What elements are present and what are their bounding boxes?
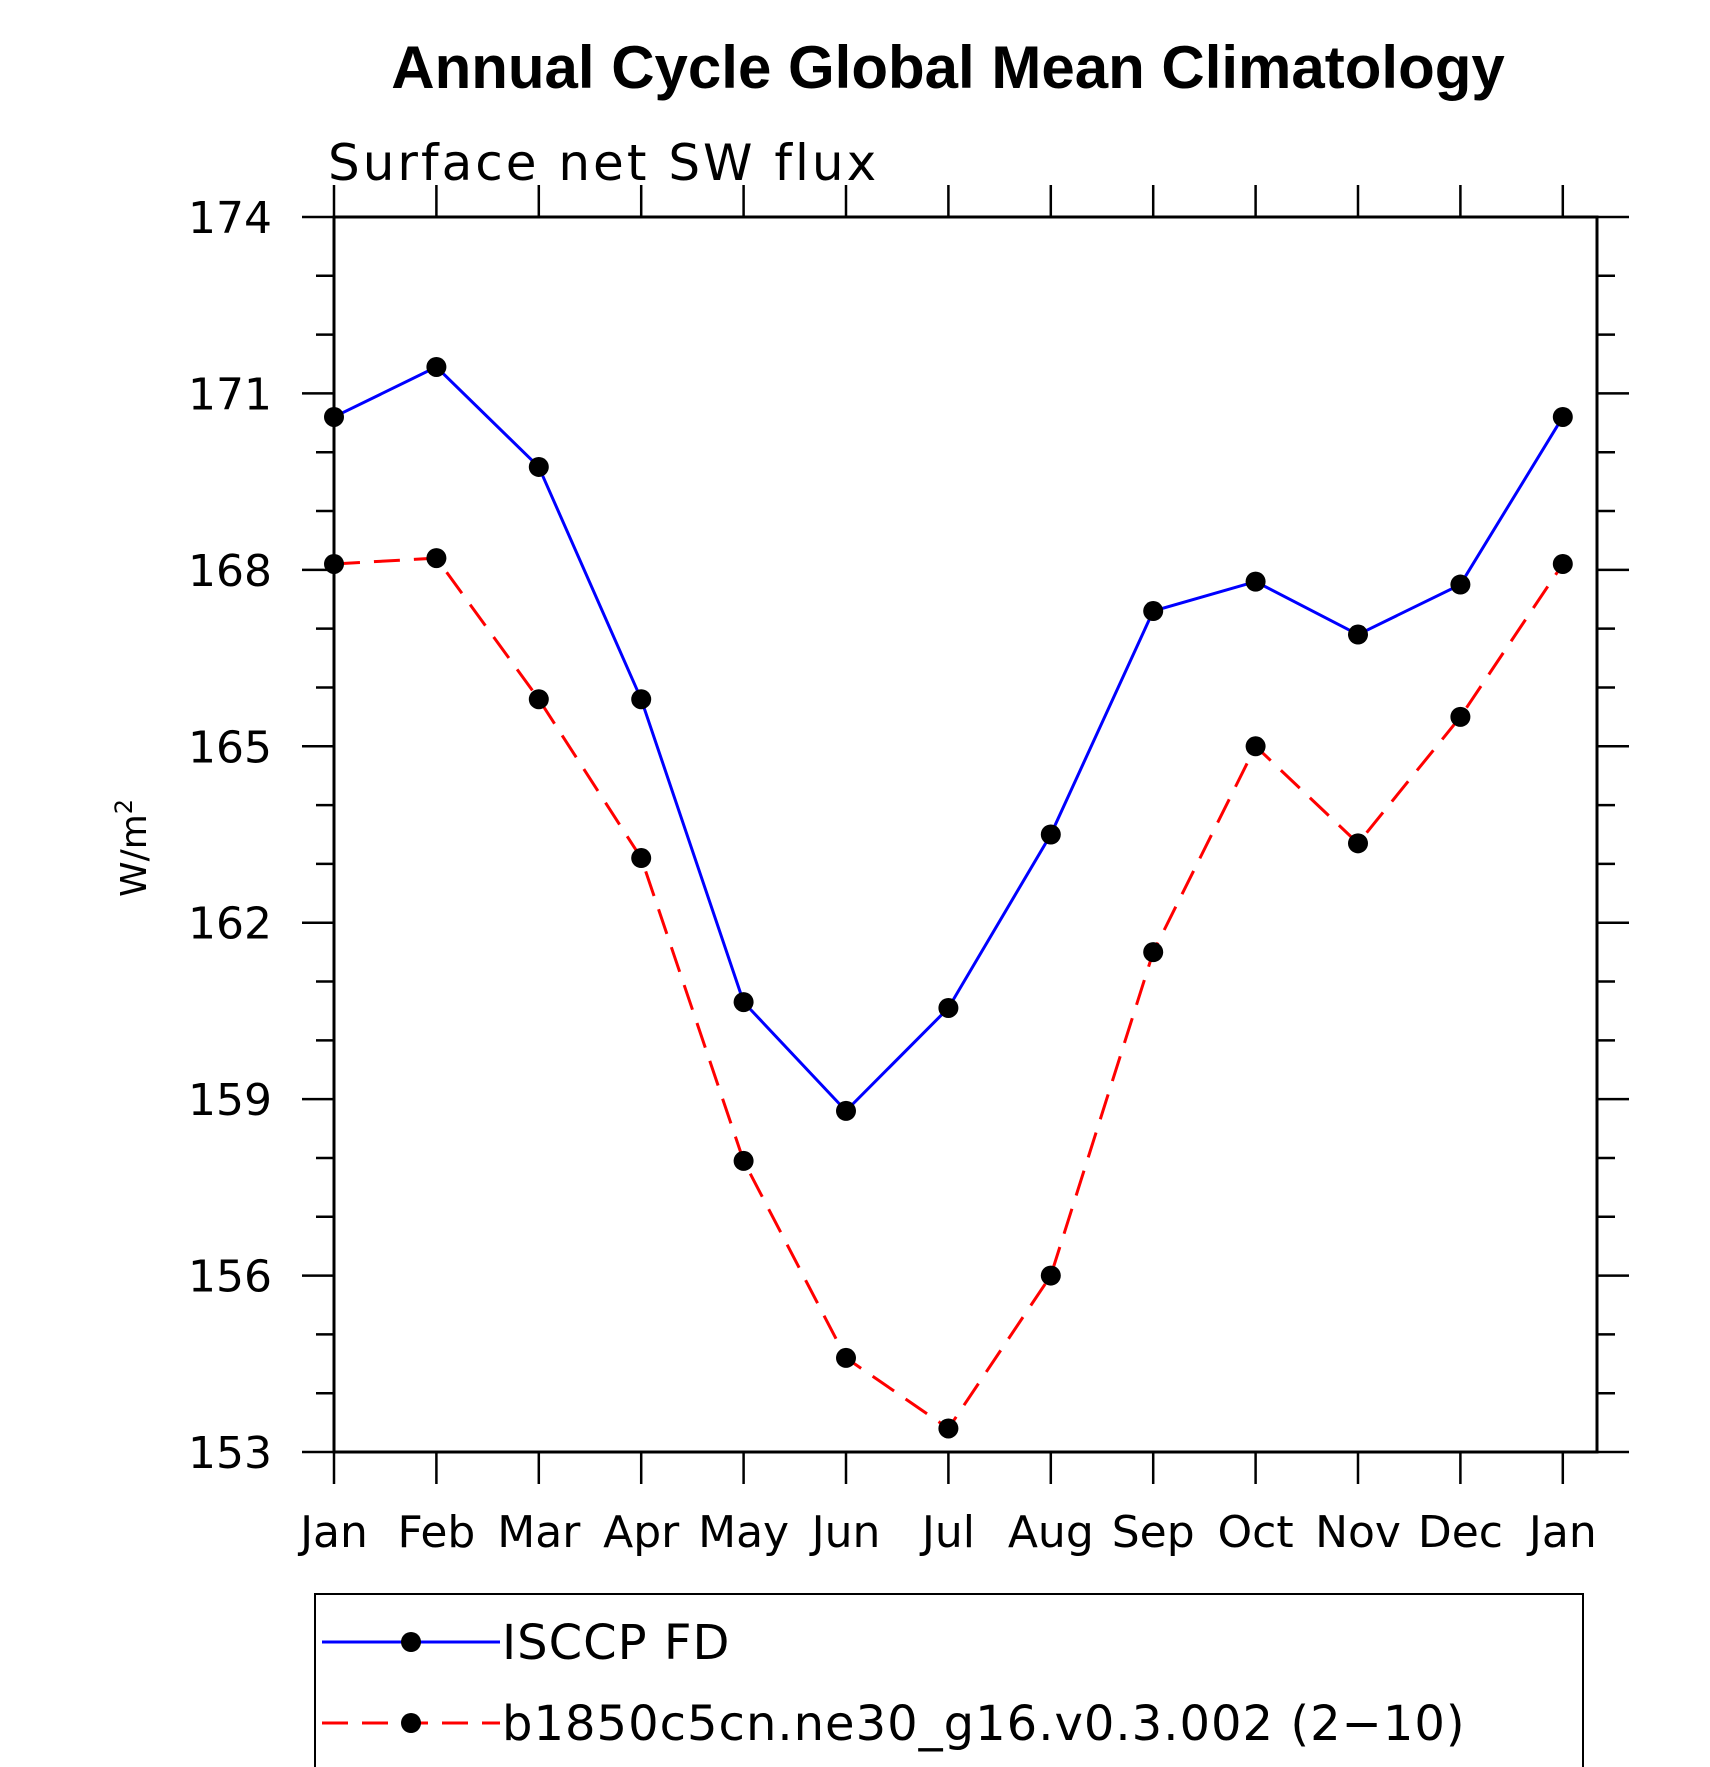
series-0-point	[938, 997, 959, 1018]
x-tick-label: Dec	[1418, 1507, 1503, 1558]
series-0-point	[426, 356, 447, 377]
x-tick-label: Jan	[1526, 1507, 1597, 1558]
series-line-1	[333, 556, 1565, 1431]
series-0-point	[836, 1100, 856, 1121]
series-1-point	[836, 1347, 856, 1368]
y-tick-label: 174	[188, 193, 272, 244]
series-0-point	[733, 992, 754, 1013]
legend-marker-isccp	[401, 1632, 421, 1652]
series-1-point	[1552, 553, 1573, 574]
y-tick-label: 168	[188, 546, 272, 597]
plot-frame	[332, 215, 1599, 1454]
x-tick-label: Apr	[603, 1507, 680, 1558]
y-tick-label: 162	[188, 899, 272, 950]
series-1-point	[1450, 706, 1471, 727]
chart-subtitle: Surface net SW flux	[328, 134, 879, 192]
chart-title: Annual Cycle Global Mean Climatology	[391, 34, 1505, 101]
series-0-point	[1040, 824, 1061, 845]
series-0-point	[324, 406, 344, 427]
x-tick-label: Mar	[497, 1507, 581, 1558]
legend-label-isccp: ISCCP FD	[502, 1615, 730, 1671]
series-0-point	[631, 689, 652, 710]
series-0-point	[528, 456, 549, 477]
legend-box	[314, 1593, 1584, 1767]
y-axis-label: W/m2	[110, 799, 155, 897]
y-tick-label: 153	[188, 1428, 272, 1479]
series-0-point	[1552, 406, 1573, 427]
y-axis-label-superscript: 2	[110, 799, 138, 814]
y-tick-label: 171	[188, 369, 272, 420]
series-0-point	[1245, 571, 1266, 592]
series-1-point	[324, 553, 344, 574]
y-tick-label: 165	[188, 722, 272, 773]
series-1-point	[426, 548, 447, 569]
series-1-point	[528, 689, 549, 710]
legend-marker-model	[401, 1713, 421, 1733]
x-tick-label: Jan	[297, 1507, 368, 1558]
x-tick-label: Jul	[919, 1507, 975, 1558]
series-1-point	[1040, 1265, 1061, 1286]
series-1-point	[938, 1418, 959, 1439]
series-0-point	[1143, 601, 1164, 622]
series-1-point	[631, 848, 652, 869]
x-tick-label: May	[698, 1507, 789, 1558]
legend: ISCCP FD b1850c5cn.ne30_g16.v0.3.002 (2−…	[314, 1593, 1584, 1767]
series-layer	[324, 356, 1573, 1439]
x-tick-label: Oct	[1218, 1507, 1294, 1558]
x-tick-label: Feb	[397, 1507, 475, 1558]
y-tick-label: 156	[188, 1252, 272, 1303]
series-1-point	[1348, 833, 1368, 854]
series-1-point	[1143, 942, 1164, 963]
y-axis-label-text: W/m	[114, 814, 155, 897]
series-0-point	[1348, 624, 1368, 645]
series-0-point	[1450, 574, 1471, 595]
axes: 174 171 168 165 162 159 156 153 Jan Feb Mar Apr May J…	[188, 185, 1629, 1558]
x-tick-label: Nov	[1315, 1507, 1401, 1558]
x-tick-label: Aug	[1008, 1507, 1094, 1558]
y-tick-label: 159	[188, 1075, 272, 1126]
series-1-point	[1245, 736, 1266, 757]
x-tick-label: Sep	[1112, 1507, 1195, 1558]
x-tick-label: Jun	[809, 1507, 881, 1558]
series-1-point	[733, 1150, 754, 1171]
legend-label-model: b1850c5cn.ne30_g16.v0.3.002 (2−10)	[502, 1696, 1466, 1752]
